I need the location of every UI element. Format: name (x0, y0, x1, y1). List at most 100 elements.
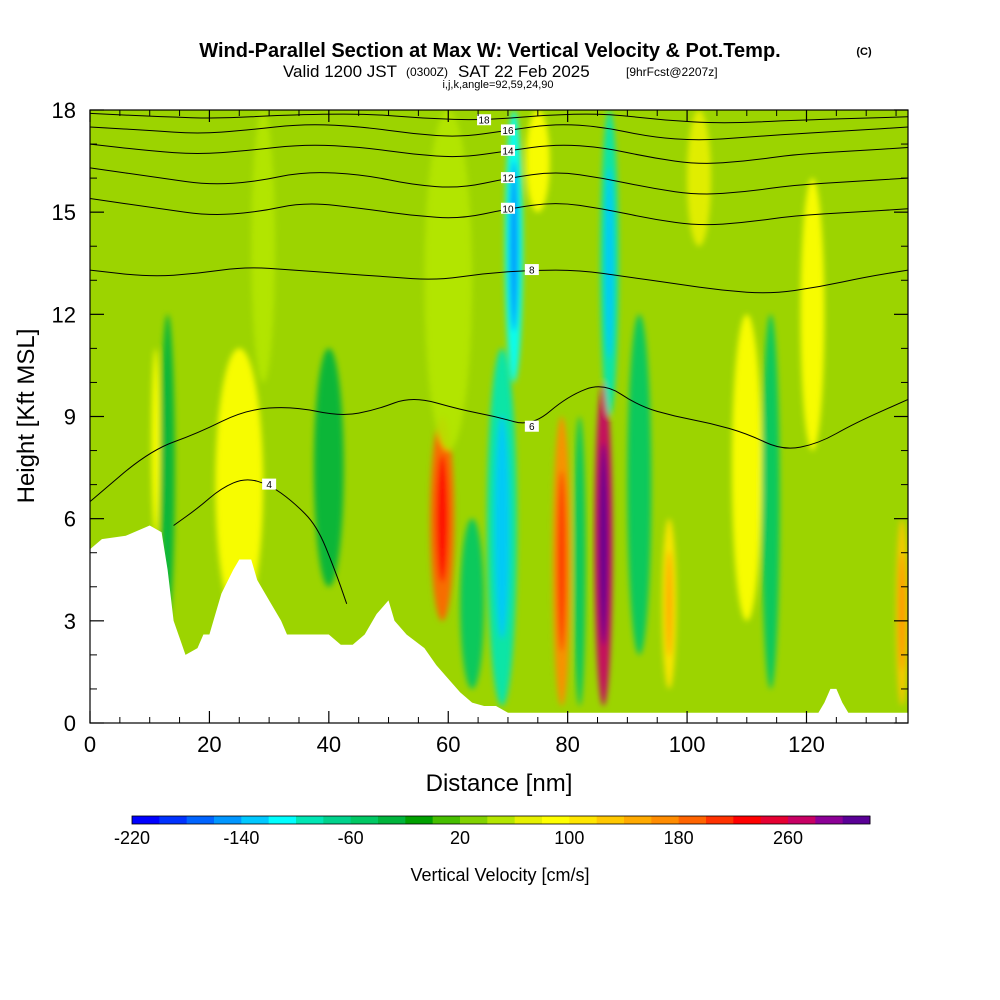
colorbar-tick-label: -220 (114, 828, 150, 848)
chart-title: Wind-Parallel Section at Max W: Vertical… (199, 40, 780, 62)
contour-label-bg (500, 124, 515, 136)
x-tick-label: 0 (84, 732, 96, 757)
velocity-cell (687, 110, 711, 247)
theta-contour (90, 143, 908, 164)
contour-label-bg (500, 144, 515, 156)
contour-label: 6 (529, 422, 535, 433)
velocity-core (557, 470, 567, 652)
y-tick-label: 0 (64, 711, 76, 736)
velocity-core (494, 415, 510, 639)
colorbar-swatch (186, 816, 215, 824)
colorbar-swatch (132, 816, 160, 824)
colorbar-swatch (241, 816, 270, 824)
colorbar-swatch (788, 816, 816, 824)
colorbar-swatch (760, 816, 789, 824)
contour-label: 8 (529, 266, 535, 277)
colorbar-swatch (296, 816, 324, 824)
y-tick-label: 18 (52, 98, 76, 123)
colorbar-tick-label: 260 (773, 828, 803, 848)
velocity-cell (313, 348, 344, 587)
colorbar-tick-label: 20 (450, 828, 470, 848)
x-tick-label: 120 (788, 732, 825, 757)
colorbar-swatch (214, 816, 242, 824)
valid-utc: (0300Z) (406, 65, 448, 79)
colorbar-swatch (432, 816, 461, 824)
colorbar-swatch (842, 816, 871, 824)
colorbar-swatch (268, 816, 297, 824)
theta-contour (90, 124, 908, 141)
colorbar-swatch (678, 816, 707, 824)
velocity-core (599, 443, 608, 646)
contour-label-bg (524, 264, 539, 276)
colorbar-label: Vertical Velocity [cm/s] (410, 865, 589, 885)
forecast-info: [9hrFcst@2207z] (626, 65, 718, 79)
axis-ticks: 0 20 40 60 80 100 120 0 3 6 9 12 15 18 (52, 98, 908, 757)
colorbar-swatch (487, 816, 516, 824)
velocity-cell (627, 314, 652, 655)
colorbar-swatch (405, 816, 434, 824)
velocity-cell (525, 110, 550, 213)
x-tick-label: 40 (317, 732, 341, 757)
contour-label-bg (500, 172, 515, 184)
copyright-mark: (C) (856, 46, 872, 58)
theta-contour (90, 267, 908, 294)
velocity-cell (731, 314, 762, 621)
colorbar-swatch (733, 816, 762, 824)
theta-contour (90, 198, 908, 226)
contour-label: 18 (479, 116, 491, 127)
colorbar-tick-label: 180 (664, 828, 694, 848)
colorbar-swatch (815, 816, 844, 824)
contour-label-bg (500, 202, 515, 214)
colorbar-swatch (596, 816, 625, 824)
colorbar-swatch (706, 816, 734, 824)
velocity-core (604, 167, 614, 360)
contour-label: 12 (502, 174, 514, 185)
terrain-mask (90, 525, 908, 723)
velocity-cell (761, 314, 780, 689)
y-tick-label: 9 (64, 405, 76, 430)
velocity-cell (160, 314, 175, 621)
colorbar-swatch (542, 816, 570, 824)
velocity-cell (800, 178, 825, 451)
y-tick-label: 6 (64, 507, 76, 532)
x-axis-label: Distance [nm] (426, 770, 573, 797)
theta-contour (90, 167, 908, 195)
colorbar-frame (131, 815, 871, 825)
velocity-core (665, 550, 673, 658)
grid-indices: i,j,k,angle=92,59,24,90 (442, 79, 553, 91)
velocity-cell (424, 110, 473, 451)
contour-label: 16 (502, 126, 514, 137)
contour-label-bg (262, 478, 277, 490)
velocity-cell (151, 348, 160, 536)
contour-label: 4 (266, 480, 272, 491)
contour-label: 10 (502, 204, 514, 215)
valid-time-line: Valid 1200 JST (0300Z) SAT 22 Feb 2025 [… (283, 62, 718, 81)
colorbar-swatch (350, 816, 379, 824)
velocity-cell (573, 416, 586, 706)
y-tick-label: 3 (64, 609, 76, 634)
velocity-cell (251, 110, 276, 383)
contour-label-bg (477, 114, 492, 126)
colorbar-swatch (651, 816, 680, 824)
colorbar-swatch (514, 816, 543, 824)
colorbar-swatch (569, 816, 598, 824)
x-tick-label: 60 (436, 732, 460, 757)
contour-label: 14 (502, 146, 514, 157)
colorbar-swatch (159, 816, 188, 824)
potential-temperature-contours: 4 6 8 10 12 14 16 18 (90, 112, 908, 604)
velocity-cell (215, 348, 264, 621)
velocity-core (509, 161, 519, 332)
colorbar-tick-label: -140 (223, 828, 259, 848)
y-axis-label: Height [Kft MSL] (13, 329, 40, 504)
theta-contour (90, 112, 908, 124)
y-tick-label: 15 (52, 200, 76, 225)
colorbar-swatch (378, 816, 406, 824)
contour-label-bg (524, 420, 539, 432)
x-tick-label: 80 (555, 732, 579, 757)
velocity-core (436, 454, 449, 583)
colorbar-tick-label: -60 (338, 828, 364, 848)
colorbar-swatch (624, 816, 652, 824)
colorbar: -220 -140 -60 20 100 180 260 (114, 815, 871, 848)
valid-prefix: Valid 1200 JST (283, 62, 397, 81)
